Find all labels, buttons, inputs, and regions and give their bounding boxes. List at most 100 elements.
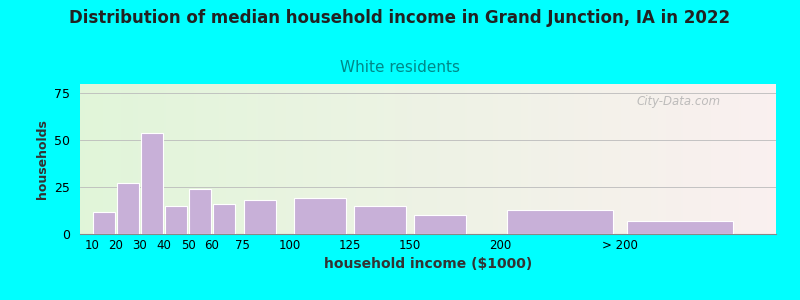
Bar [555,84,558,234]
Bar [90,84,91,234]
Bar [168,84,170,234]
Bar [479,84,482,234]
Bar [394,84,395,234]
Bar [593,84,595,234]
Bar [602,84,604,234]
Bar [456,84,458,234]
Bar [490,84,493,234]
Bar [294,84,296,234]
Bar [660,84,662,234]
Bar [626,84,627,234]
Bar [421,84,423,234]
Bar [446,84,449,234]
Bar [226,84,229,234]
Bar [686,84,688,234]
Bar [518,84,521,234]
Bar [294,198,346,234]
Bar [484,84,486,234]
Bar [134,84,136,234]
Bar [180,84,182,234]
Bar [507,84,509,234]
Bar [126,84,129,234]
Bar [219,84,222,234]
Bar [711,84,714,234]
Bar [354,206,406,234]
Bar [730,84,732,234]
Bar [623,84,626,234]
Bar [750,84,753,234]
Bar [414,84,416,234]
Bar [590,84,593,234]
Bar [157,84,159,234]
Bar [574,84,577,234]
Bar [80,84,82,234]
Bar [570,84,572,234]
Bar [142,133,162,234]
Bar [210,84,212,234]
Bar [714,84,716,234]
Bar [718,84,720,234]
Bar [222,84,224,234]
Bar [173,84,175,234]
Bar [507,210,613,234]
Bar [722,84,725,234]
Bar [307,84,310,234]
Bar [598,84,600,234]
Bar [319,84,322,234]
Bar [384,84,386,234]
Bar [614,84,616,234]
Bar [667,84,670,234]
Bar [737,84,739,234]
Bar [510,84,511,234]
Bar [766,84,769,234]
Bar [273,84,275,234]
Bar [551,84,554,234]
Bar [349,84,351,234]
Bar [502,84,505,234]
Bar [644,84,646,234]
Bar [147,84,150,234]
Bar [142,84,145,234]
Bar [539,84,542,234]
Bar [720,84,722,234]
Bar [634,84,637,234]
Bar [166,84,168,234]
Bar [578,84,581,234]
Bar [363,84,366,234]
Bar [537,84,539,234]
Bar [170,84,173,234]
Bar [604,84,606,234]
Bar [662,84,665,234]
Bar [505,84,507,234]
Bar [697,84,699,234]
Bar [217,84,219,234]
Bar [242,84,245,234]
Bar [639,84,642,234]
Bar [462,84,465,234]
Bar [305,84,307,234]
Bar [442,84,444,234]
Bar [178,84,180,234]
Bar [398,84,400,234]
Bar [621,84,623,234]
Y-axis label: households: households [36,119,49,199]
Bar [377,84,379,234]
Bar [472,84,474,234]
Bar [630,84,632,234]
Text: White residents: White residents [340,60,460,75]
Bar [741,84,743,234]
Bar [374,84,377,234]
Bar [117,84,119,234]
Bar [632,84,634,234]
Bar [154,84,157,234]
Bar [400,84,402,234]
Bar [322,84,323,234]
Bar [694,84,697,234]
Bar [521,84,523,234]
Bar [683,84,686,234]
Bar [161,84,163,234]
Bar [493,84,495,234]
Bar [103,84,106,234]
Bar [467,84,470,234]
Bar [646,84,648,234]
